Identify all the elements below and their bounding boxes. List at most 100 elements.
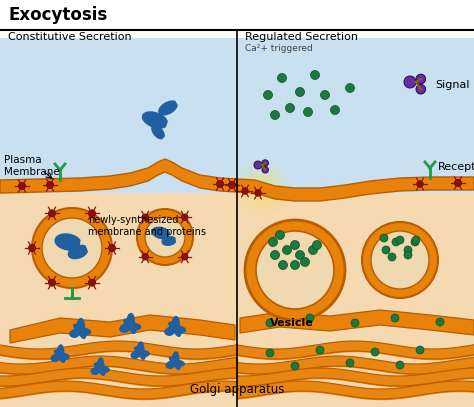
Circle shape <box>346 359 354 367</box>
Text: Vesicle: Vesicle <box>270 318 314 328</box>
Circle shape <box>295 250 304 260</box>
Circle shape <box>283 245 292 254</box>
Polygon shape <box>131 342 149 359</box>
Circle shape <box>382 246 390 254</box>
Text: Regulated Secretion: Regulated Secretion <box>245 32 358 42</box>
Bar <box>0 38 474 193</box>
Polygon shape <box>10 315 235 343</box>
Polygon shape <box>120 313 140 333</box>
Circle shape <box>306 314 314 322</box>
Text: Golgi apparatus: Golgi apparatus <box>190 383 284 396</box>
Circle shape <box>254 161 262 169</box>
Circle shape <box>279 260 288 269</box>
Circle shape <box>266 349 274 357</box>
Circle shape <box>256 231 334 309</box>
Circle shape <box>412 236 420 244</box>
Circle shape <box>303 107 312 116</box>
Circle shape <box>455 179 462 186</box>
Polygon shape <box>55 234 80 250</box>
Polygon shape <box>68 245 87 258</box>
Circle shape <box>310 70 319 79</box>
Circle shape <box>291 241 300 249</box>
Circle shape <box>249 175 275 201</box>
Circle shape <box>89 279 95 286</box>
Circle shape <box>309 245 318 254</box>
Circle shape <box>32 208 112 288</box>
Circle shape <box>416 346 424 354</box>
Text: newly-synthesized
membrane and proteins: newly-synthesized membrane and proteins <box>88 215 206 236</box>
Polygon shape <box>143 112 167 128</box>
Polygon shape <box>240 310 474 335</box>
Circle shape <box>142 214 148 221</box>
Circle shape <box>416 84 426 94</box>
Circle shape <box>182 214 188 221</box>
Circle shape <box>242 168 282 208</box>
Circle shape <box>46 182 54 188</box>
Text: Plasma
Membrane: Plasma Membrane <box>4 155 60 177</box>
Circle shape <box>295 88 304 96</box>
Circle shape <box>255 190 261 196</box>
Circle shape <box>396 361 404 369</box>
Polygon shape <box>159 101 177 115</box>
Polygon shape <box>237 177 474 201</box>
Circle shape <box>396 236 404 244</box>
Bar <box>0 0 474 38</box>
Text: Constitutive Secretion: Constitutive Secretion <box>8 32 132 42</box>
Polygon shape <box>91 358 109 375</box>
Circle shape <box>312 241 321 249</box>
Circle shape <box>228 182 236 188</box>
Circle shape <box>277 74 286 83</box>
Circle shape <box>291 362 299 370</box>
Circle shape <box>417 181 423 187</box>
Polygon shape <box>51 345 69 362</box>
Circle shape <box>271 250 280 260</box>
Circle shape <box>268 238 277 247</box>
Circle shape <box>380 234 388 242</box>
Polygon shape <box>165 317 185 336</box>
Circle shape <box>42 218 102 278</box>
Circle shape <box>262 160 268 166</box>
Circle shape <box>320 90 329 99</box>
Circle shape <box>436 318 444 326</box>
Circle shape <box>391 314 399 322</box>
Circle shape <box>416 74 426 84</box>
Circle shape <box>182 254 188 260</box>
Circle shape <box>330 105 339 114</box>
Polygon shape <box>166 352 184 369</box>
Circle shape <box>255 181 269 195</box>
Circle shape <box>234 160 290 216</box>
Circle shape <box>275 230 284 239</box>
Circle shape <box>242 188 248 194</box>
Circle shape <box>245 220 345 320</box>
Circle shape <box>301 258 310 267</box>
Circle shape <box>28 245 36 252</box>
Text: Signal: Signal <box>435 80 470 90</box>
Polygon shape <box>0 159 237 193</box>
Circle shape <box>89 210 95 217</box>
Circle shape <box>351 319 359 327</box>
Circle shape <box>137 209 193 265</box>
Circle shape <box>411 238 419 246</box>
Circle shape <box>362 222 438 298</box>
Text: Ca²+ triggered: Ca²+ triggered <box>245 44 313 53</box>
Circle shape <box>145 217 185 257</box>
Circle shape <box>371 348 379 356</box>
Polygon shape <box>152 125 164 139</box>
Circle shape <box>404 246 412 254</box>
Circle shape <box>404 76 416 88</box>
Circle shape <box>291 260 300 269</box>
Circle shape <box>392 238 400 246</box>
Circle shape <box>266 319 274 327</box>
Polygon shape <box>70 319 91 338</box>
Circle shape <box>271 110 280 120</box>
Circle shape <box>388 253 396 261</box>
Circle shape <box>316 346 324 354</box>
Polygon shape <box>152 227 169 239</box>
Text: Receptor: Receptor <box>438 162 474 172</box>
Bar <box>0 193 474 407</box>
Polygon shape <box>162 237 175 245</box>
Circle shape <box>217 180 224 188</box>
Circle shape <box>48 279 55 286</box>
Circle shape <box>371 231 429 289</box>
Circle shape <box>48 210 55 217</box>
